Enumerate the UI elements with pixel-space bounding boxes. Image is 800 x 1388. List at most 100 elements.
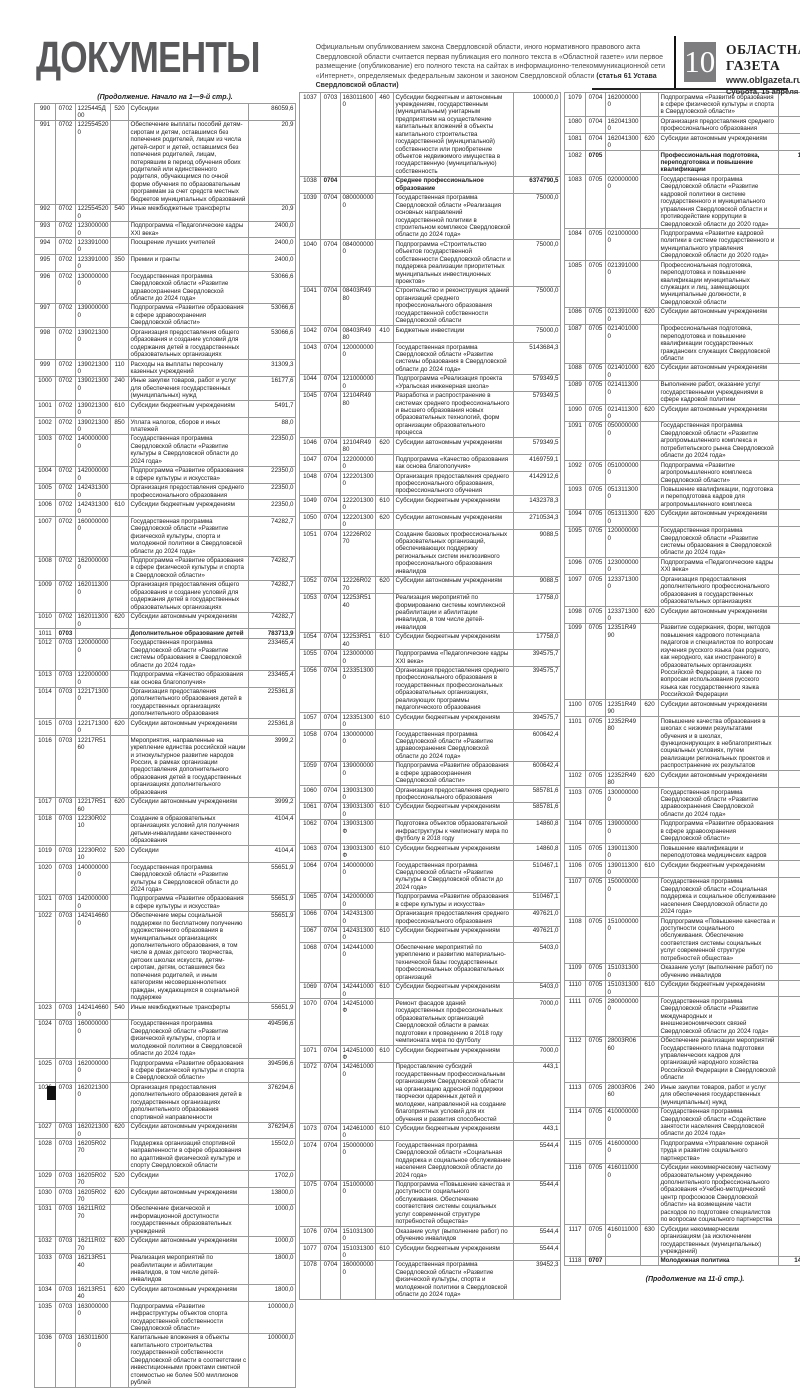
amount-cell: 55651,9 — [249, 894, 296, 911]
line-number-cell: 1081 — [565, 134, 586, 151]
section-code-cell: 0704 — [321, 909, 341, 926]
name-cell: Субсидии автономным учреждениям — [659, 700, 779, 717]
line-number-cell: 1032 — [35, 1236, 56, 1253]
name-cell: Субсидии автономным учреждениям — [394, 438, 514, 455]
expense-type-cell: 620 — [641, 509, 659, 526]
section-code-cell: 0702 — [56, 401, 76, 418]
line-number-cell: 1093 — [565, 485, 586, 509]
section-code-cell: 0704 — [321, 666, 341, 713]
expense-type-cell: 620 — [641, 607, 659, 624]
line-number-cell: 1067 — [300, 926, 321, 943]
column-1: (Продолжение. Начало на 1—9-й стр.). 990… — [34, 92, 296, 1388]
line-number-cell: 1066 — [300, 909, 321, 926]
section-code-cell: 0703 — [56, 736, 76, 798]
section-code-cell: 0705 — [586, 1139, 606, 1163]
amount-cell: 55651,9 — [249, 863, 296, 895]
expense-type-cell — [111, 1204, 129, 1236]
amount-cell: 9088,5 — [514, 576, 561, 593]
expense-type-cell: 520 — [111, 1171, 129, 1188]
target-item-code-cell: 1390000000 — [76, 303, 111, 327]
amount-cell: 22350,0 — [249, 483, 296, 500]
expense-type-cell: 610 — [641, 861, 659, 878]
name-cell: Разработка и распространение в системах … — [394, 391, 514, 438]
section-code-cell: 0704 — [586, 93, 606, 117]
name-cell: Бюджетные инвестиции — [394, 326, 514, 343]
expense-type-cell — [641, 93, 659, 117]
target-item-code-cell: 1510000000 — [341, 1180, 376, 1227]
expense-type-cell: 610 — [641, 980, 659, 997]
expense-type-cell — [641, 575, 659, 607]
amount-cell: 12871,4 — [779, 771, 800, 788]
line-number-cell: 1080 — [565, 117, 586, 134]
line-number-cell: 1040 — [300, 240, 321, 287]
section-code-cell: 0705 — [586, 917, 606, 964]
name-cell: Организация предоставления дополнительно… — [659, 575, 779, 607]
name-cell: Подпрограмма «Повышение качества и досту… — [394, 1180, 514, 1227]
section-code-cell: 0704 — [321, 513, 341, 530]
name-cell: Выполнение работ, оказание услуг государ… — [659, 380, 779, 404]
section-code-cell: 0703 — [56, 911, 76, 1002]
section-code-cell: 0703 — [56, 863, 76, 895]
name-cell: Подпрограмма «Развитие образования в сфе… — [394, 761, 514, 785]
line-number-cell: 1068 — [300, 943, 321, 982]
expense-type-cell: 610 — [376, 496, 394, 513]
amount-cell: 497621,0 — [514, 926, 561, 943]
amount-cell: 39452,3 — [779, 134, 800, 151]
target-item-code-cell: 142451000Ф — [341, 1046, 376, 1063]
masthead-right: 10 ОБЛАСТНАЯ ГАЗЕТА www.oblgazeta.ru Суб… — [674, 36, 800, 90]
name-cell: Создание в образовательных организациях … — [129, 814, 249, 846]
expense-type-cell — [376, 666, 394, 713]
expense-type-cell — [111, 272, 129, 304]
section-code-cell: 0705 — [586, 509, 606, 526]
line-number-cell: 1013 — [35, 670, 56, 687]
expense-type-cell — [641, 717, 659, 771]
amount-cell: 3999,2 — [249, 736, 296, 798]
section-code-cell: 0703 — [56, 814, 76, 846]
amount-cell: 107640,6 — [779, 151, 800, 175]
amount-cell: 14860,8 — [514, 844, 561, 861]
target-item-code-cell: 1510313000 — [341, 1244, 376, 1261]
amount-cell: 1000,0 — [249, 1236, 296, 1253]
expense-type-cell — [376, 1062, 394, 1124]
line-number-cell: 1060 — [300, 786, 321, 803]
amount-cell: 55651,9 — [249, 911, 296, 1002]
target-item-code-cell: 12351R4990 — [606, 700, 641, 717]
line-number-cell: 1017 — [35, 797, 56, 814]
line-number-cell: 1084 — [565, 229, 586, 261]
section-code-cell: 0704 — [321, 892, 341, 909]
name-cell: Подпрограмма «Развитие образования в сфе… — [129, 1059, 249, 1083]
continuation-note-top: (Продолжение. Начало на 1—9-й стр.). — [34, 94, 296, 101]
name-cell: Подготовка объектов образовательной инфр… — [394, 819, 514, 843]
target-item-code-cell: 1200000000 — [76, 638, 111, 670]
name-cell: Субсидии бюджетным учреждениям — [659, 980, 779, 997]
name-cell: Организация предоставления среднего проф… — [394, 472, 514, 496]
section-code-cell: 0704 — [321, 343, 341, 375]
target-item-code-cell: 1620000000 — [76, 556, 111, 580]
expense-type-cell — [641, 175, 659, 229]
section-code-cell: 0703 — [56, 1139, 76, 1171]
amount-cell: 22350,0 — [249, 434, 296, 466]
name-cell: Подпрограмма «Развитие агропромышленного… — [659, 461, 779, 485]
target-item-code-cell: 12352R4980 — [606, 717, 641, 771]
target-item-code-cell: 1620113000 — [76, 612, 111, 629]
section-code-cell: 0704 — [321, 632, 341, 649]
line-number-cell: 1083 — [565, 175, 586, 229]
amount-cell: 394575,7 — [514, 666, 561, 713]
amount-cell: 3999,2 — [249, 797, 296, 814]
target-item-code-cell: 1222013000 — [341, 496, 376, 513]
target-item-code-cell: 28003R0660 — [606, 1036, 641, 1083]
line-number-cell: 1046 — [300, 438, 321, 455]
section-code-cell: 0704 — [321, 455, 341, 472]
